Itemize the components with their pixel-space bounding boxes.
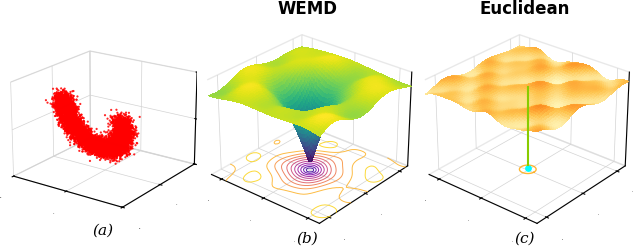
Text: (c): (c) <box>515 231 535 245</box>
Title: Euclidean: Euclidean <box>479 0 570 18</box>
Text: (b): (b) <box>296 231 318 245</box>
Title: WEMD: WEMD <box>277 0 337 18</box>
Text: (a): (a) <box>92 222 113 236</box>
